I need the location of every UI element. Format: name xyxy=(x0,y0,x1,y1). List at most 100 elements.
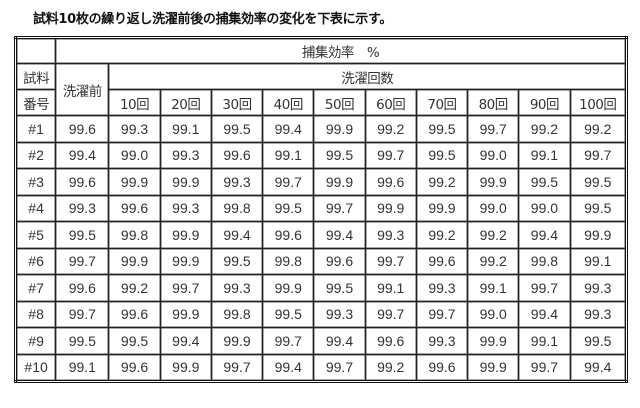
efficiency-cell: 99.1 xyxy=(262,141,315,169)
sample-id-cell: #1 xyxy=(14,115,57,143)
efficiency-cell: 99.3 xyxy=(415,274,469,302)
efficiency-cell: 99.3 xyxy=(415,327,469,355)
sample-id-cell: #7 xyxy=(14,274,57,302)
efficiency-cell: 99.8 xyxy=(210,194,264,222)
before-wash-cell: 99.1 xyxy=(55,353,110,382)
efficiency-cell: 99.6 xyxy=(415,247,469,275)
before-wash-cell: 99.6 xyxy=(55,168,110,196)
efficiency-cell: 99.9 xyxy=(262,274,315,302)
efficiency-cell: 99.0 xyxy=(467,300,520,328)
sample-id-cell: #2 xyxy=(14,141,57,169)
efficiency-cell: 99.7 xyxy=(364,247,417,275)
header-sample-label-1: 試料 xyxy=(14,63,57,90)
efficiency-cell: 99.9 xyxy=(159,168,212,196)
efficiency-cell: 99.7 xyxy=(159,274,212,302)
efficiency-cell: 99.9 xyxy=(313,115,366,143)
efficiency-cell: 99.2 xyxy=(364,115,417,143)
efficiency-cell: 99.3 xyxy=(159,194,212,222)
efficiency-cell: 99.4 xyxy=(313,327,366,355)
efficiency-cell: 99.7 xyxy=(467,115,520,143)
efficiency-cell: 99.5 xyxy=(108,327,161,355)
header-row-wash-columns: 番号 10回 20回 30回 40回 50回 60回 70回 80回 90回 100回 xyxy=(14,89,628,116)
efficiency-cell: 99.9 xyxy=(108,247,161,275)
efficiency-cell: 99.4 xyxy=(262,353,315,382)
page-title: 試料10枚の繰り返し洗濯前後の捕集効率の変化を下表に示す。 xyxy=(33,12,393,27)
header-wash-column: 70回 xyxy=(415,89,469,116)
efficiency-cell: 99.1 xyxy=(364,274,417,302)
before-wash-cell: 99.5 xyxy=(55,327,110,355)
efficiency-cell: 99.5 xyxy=(210,247,264,275)
efficiency-cell: 99.8 xyxy=(210,300,264,328)
efficiency-cell: 99.7 xyxy=(415,300,469,328)
efficiency-cell: 99.4 xyxy=(518,300,571,328)
efficiency-cell: 99.9 xyxy=(313,168,366,196)
efficiency-cell: 99.6 xyxy=(108,353,161,382)
efficiency-cell: 99.6 xyxy=(210,141,264,169)
efficiency-cell: 99.3 xyxy=(569,274,628,302)
sample-id-cell: #10 xyxy=(14,353,57,382)
efficiency-cell: 99.9 xyxy=(159,353,212,382)
efficiency-cell: 99.1 xyxy=(518,141,571,169)
sample-id-cell: #9 xyxy=(14,327,57,355)
before-wash-cell: 99.7 xyxy=(55,247,110,275)
header-before-wash: 洗濯前 xyxy=(55,63,110,116)
table-row: #7 99.6 99.2 99.7 99.3 99.9 99.5 99.1 99.3 99.1 99… xyxy=(14,274,628,302)
corner-cell xyxy=(14,37,57,64)
header-sample-label-2: 番号 xyxy=(14,89,57,116)
efficiency-cell: 99.8 xyxy=(108,221,161,249)
sample-id-cell: #4 xyxy=(14,194,57,222)
efficiency-cell: 99.2 xyxy=(518,115,571,143)
efficiency-cell: 99.2 xyxy=(415,221,469,249)
efficiency-cell: 99.3 xyxy=(210,274,264,302)
efficiency-cell: 99.4 xyxy=(262,115,315,143)
efficiency-cell: 99.5 xyxy=(569,194,628,222)
efficiency-cell: 99.4 xyxy=(569,353,628,382)
efficiency-cell: 99.6 xyxy=(415,353,469,382)
before-wash-cell: 99.4 xyxy=(55,141,110,169)
efficiency-cell: 99.9 xyxy=(415,194,469,222)
header-wash-column: 50回 xyxy=(313,89,366,116)
header-wash-column: 10回 xyxy=(108,89,161,116)
efficiency-cell: 99.7 xyxy=(364,300,417,328)
efficiency-cell: 99.8 xyxy=(518,247,571,275)
collection-efficiency-table: 捕集効率 % 試料 洗濯前 洗濯回数 番号 10回 20回 30回 40回 50回 60回… xyxy=(14,36,628,383)
efficiency-cell: 99.9 xyxy=(108,168,161,196)
efficiency-cell: 99.5 xyxy=(262,194,315,222)
before-wash-cell: 99.3 xyxy=(55,194,110,222)
efficiency-cell: 99.3 xyxy=(313,300,366,328)
table-row: #1 99.6 99.3 99.1 99.5 99.4 99.9 99.2 99.5 99.7 99… xyxy=(14,115,628,143)
header-wash-column: 30回 xyxy=(210,89,264,116)
efficiency-cell: 99.3 xyxy=(364,221,417,249)
header-wash-column: 90回 xyxy=(518,89,571,116)
efficiency-cell: 99.0 xyxy=(108,141,161,169)
efficiency-cell: 99.5 xyxy=(569,168,628,196)
header-wash-column: 20回 xyxy=(159,89,212,116)
efficiency-cell: 99.1 xyxy=(569,247,628,275)
header-wash-column: 40回 xyxy=(262,89,315,116)
efficiency-cell: 99.0 xyxy=(467,141,520,169)
efficiency-cell: 99.7 xyxy=(262,168,315,196)
before-wash-cell: 99.6 xyxy=(55,115,110,143)
efficiency-cell: 99.5 xyxy=(518,168,571,196)
efficiency-cell: 99.4 xyxy=(159,327,212,355)
efficiency-cell: 99.7 xyxy=(569,141,628,169)
efficiency-cell: 99.5 xyxy=(415,141,469,169)
table-row: #6 99.7 99.9 99.9 99.5 99.8 99.6 99.7 99.6 99.2 99… xyxy=(14,247,628,275)
sample-id-cell: #8 xyxy=(14,300,57,328)
efficiency-cell: 99.3 xyxy=(159,141,212,169)
efficiency-cell: 99.6 xyxy=(108,194,161,222)
before-wash-cell: 99.5 xyxy=(55,221,110,249)
efficiency-cell: 99.7 xyxy=(313,194,366,222)
table-row: #10 99.1 99.6 99.9 99.7 99.4 99.7 99.2 99.6 99.9 9… xyxy=(14,353,628,382)
table-row: #5 99.5 99.8 99.9 99.4 99.6 99.4 99.3 99.2 99.2 99… xyxy=(14,221,628,249)
header-row-top: 捕集効率 % xyxy=(14,37,627,64)
table-row: #9 99.5 99.5 99.4 99.9 99.7 99.4 99.6 99.3 99.9 99… xyxy=(14,327,628,355)
efficiency-cell: 99.9 xyxy=(467,327,520,355)
efficiency-cell: 99.7 xyxy=(313,353,366,382)
header-wash-column: 100回 xyxy=(569,89,628,116)
header-wash-count: 洗濯回数 xyxy=(108,63,627,90)
efficiency-cell: 99.9 xyxy=(467,168,520,196)
efficiency-cell: 99.2 xyxy=(467,247,520,275)
efficiency-cell: 99.5 xyxy=(210,115,264,143)
efficiency-cell: 99.3 xyxy=(210,168,264,196)
